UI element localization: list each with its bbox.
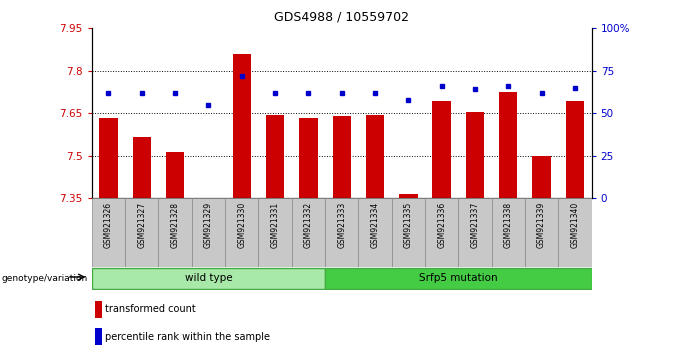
Bar xyxy=(95,328,102,345)
Text: GSM921327: GSM921327 xyxy=(137,202,146,248)
Text: GSM921339: GSM921339 xyxy=(537,202,546,248)
FancyBboxPatch shape xyxy=(92,198,125,267)
FancyBboxPatch shape xyxy=(158,198,192,267)
Text: GSM921328: GSM921328 xyxy=(171,202,180,248)
FancyBboxPatch shape xyxy=(458,198,492,267)
Text: GSM921336: GSM921336 xyxy=(437,202,446,248)
FancyBboxPatch shape xyxy=(325,198,358,267)
Text: GSM921334: GSM921334 xyxy=(371,202,379,248)
Bar xyxy=(333,116,351,198)
Text: Srfp5 mutation: Srfp5 mutation xyxy=(419,273,498,283)
FancyBboxPatch shape xyxy=(292,198,325,267)
Bar xyxy=(432,101,451,198)
FancyBboxPatch shape xyxy=(425,198,458,267)
Bar xyxy=(532,156,551,198)
Text: transformed count: transformed count xyxy=(105,304,196,314)
Bar xyxy=(99,118,118,198)
Text: GSM921332: GSM921332 xyxy=(304,202,313,248)
FancyBboxPatch shape xyxy=(225,198,258,267)
Bar xyxy=(166,152,184,198)
FancyBboxPatch shape xyxy=(525,198,558,267)
FancyBboxPatch shape xyxy=(558,198,592,267)
Bar xyxy=(566,101,584,198)
FancyBboxPatch shape xyxy=(358,198,392,267)
Text: GSM921337: GSM921337 xyxy=(471,202,479,248)
Text: GSM921333: GSM921333 xyxy=(337,202,346,248)
FancyBboxPatch shape xyxy=(392,198,425,267)
Text: GSM921335: GSM921335 xyxy=(404,202,413,248)
FancyBboxPatch shape xyxy=(258,198,292,267)
Text: wild type: wild type xyxy=(184,273,233,283)
Bar xyxy=(366,115,384,198)
Text: GSM921330: GSM921330 xyxy=(237,202,246,248)
FancyBboxPatch shape xyxy=(492,198,525,267)
Bar xyxy=(466,112,484,198)
Text: genotype/variation: genotype/variation xyxy=(1,274,88,283)
FancyBboxPatch shape xyxy=(192,198,225,267)
Text: GSM921329: GSM921329 xyxy=(204,202,213,248)
FancyBboxPatch shape xyxy=(125,198,158,267)
Text: GSM921331: GSM921331 xyxy=(271,202,279,248)
Bar xyxy=(133,137,151,198)
Bar xyxy=(266,115,284,198)
Bar xyxy=(233,54,251,198)
Text: GSM921338: GSM921338 xyxy=(504,202,513,248)
Text: GDS4988 / 10559702: GDS4988 / 10559702 xyxy=(274,11,409,24)
FancyBboxPatch shape xyxy=(325,268,592,289)
Bar xyxy=(499,92,517,198)
Text: GSM921340: GSM921340 xyxy=(571,202,579,248)
Bar xyxy=(199,198,218,200)
Bar xyxy=(95,301,102,318)
Bar xyxy=(299,118,318,198)
Text: GSM921326: GSM921326 xyxy=(104,202,113,248)
FancyBboxPatch shape xyxy=(92,268,325,289)
Bar xyxy=(399,194,418,198)
Text: percentile rank within the sample: percentile rank within the sample xyxy=(105,332,270,342)
